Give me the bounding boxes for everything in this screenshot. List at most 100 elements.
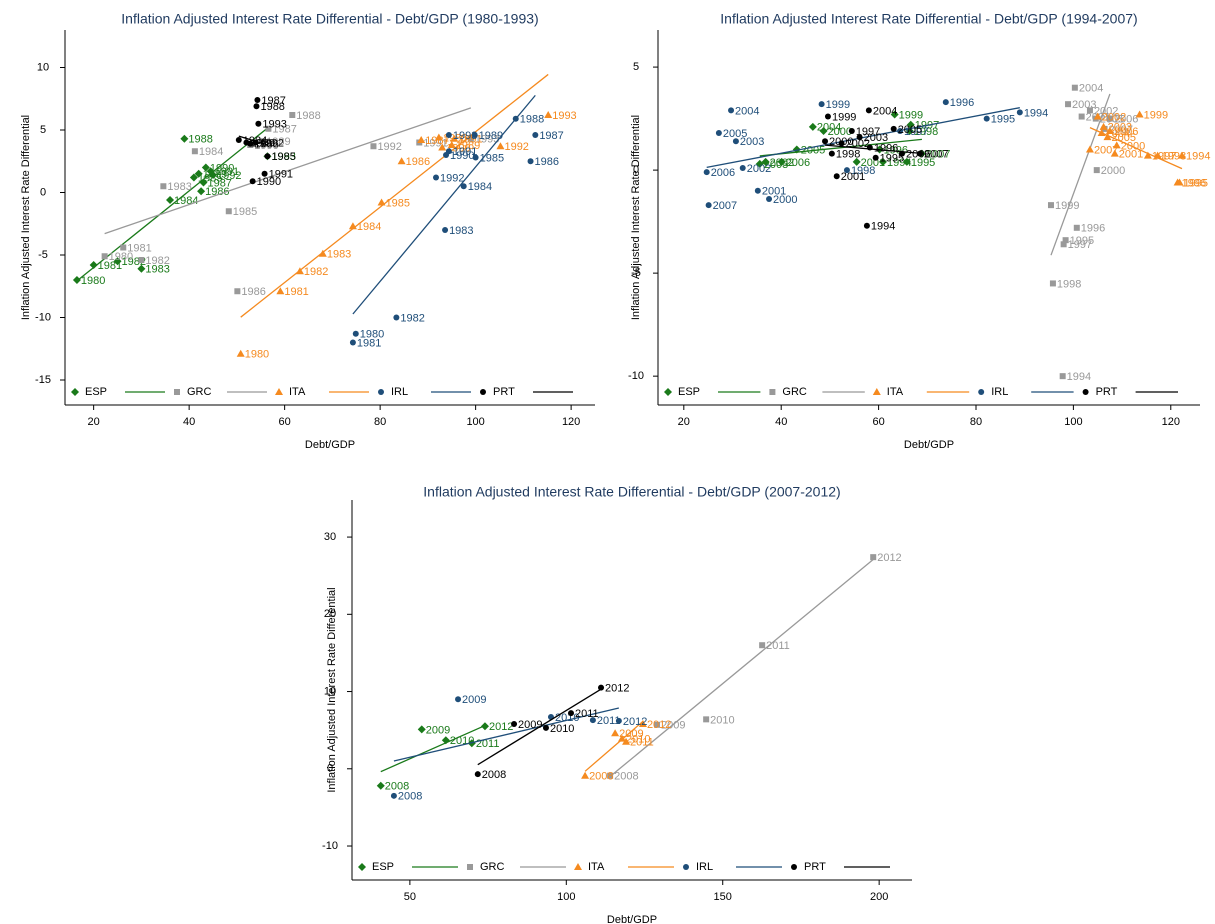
point [199, 178, 208, 187]
x-tick-label: 150 [714, 891, 732, 903]
point [872, 154, 879, 161]
point-label: 2001 [841, 171, 865, 183]
point-label: 1981 [357, 337, 381, 349]
point-label: 2000 [828, 126, 852, 138]
point [265, 125, 272, 132]
point-label: 1988 [296, 110, 320, 122]
fit-line [240, 73, 549, 318]
x-tick-label: 20 [678, 416, 690, 428]
fit-line [352, 94, 536, 315]
point-label: 1993 [453, 130, 477, 142]
point [254, 97, 261, 103]
point-label: 2008 [589, 771, 613, 783]
point-label: 1987 [261, 95, 285, 107]
point-label: 1994 [1067, 371, 1091, 383]
point-label: 2010 [626, 734, 650, 746]
point-label: 2011 [597, 715, 621, 727]
point-label: 2009 [661, 720, 685, 732]
chart-title: Inflation Adjusted Interest Rate Differe… [423, 484, 840, 500]
legend-marker [174, 389, 180, 395]
legend-label: ESP [85, 386, 107, 398]
point-label: 1996 [1182, 177, 1206, 189]
legend-label: GRC [187, 386, 212, 398]
legend-marker [683, 864, 689, 870]
point [160, 183, 167, 190]
fit-line [238, 135, 268, 146]
point [870, 554, 877, 561]
point [1060, 241, 1067, 248]
point-label: 1988 [188, 134, 212, 146]
point-label: 2008 [398, 791, 422, 803]
point [983, 115, 990, 122]
point-label: 2003 [740, 136, 764, 148]
point [828, 150, 835, 157]
point-label: 1984 [357, 221, 381, 233]
point-label: 1986 [241, 286, 265, 298]
legend-label: IRL [696, 861, 713, 873]
point [289, 112, 296, 118]
y-axis-label: Inflation Adjusted Interest Rate Differe… [630, 115, 642, 320]
point-label: 2003 [1108, 122, 1132, 134]
point [209, 171, 218, 179]
point [1097, 129, 1106, 137]
point-label: 1999 [832, 111, 856, 123]
point-label: 1998 [851, 165, 875, 177]
point [397, 157, 406, 165]
point [1153, 151, 1162, 159]
point [480, 722, 489, 731]
legend-marker [71, 388, 79, 396]
point-label: 2001 [861, 157, 885, 169]
legend-label: IRL [991, 386, 1008, 398]
point [189, 173, 198, 182]
legend-marker [872, 388, 881, 395]
point-label: 1995 [1184, 177, 1208, 189]
x-tick-label: 200 [870, 891, 888, 903]
legend-marker [275, 388, 283, 395]
point-label: 2000 [1121, 140, 1145, 152]
point [417, 725, 426, 734]
point-label: 1997 [856, 126, 880, 138]
point [905, 126, 914, 135]
chart-title: Inflation Adjusted Interest Rate Differe… [121, 11, 538, 27]
point [890, 110, 899, 119]
point [460, 183, 467, 190]
x-tick-label: 40 [775, 416, 787, 428]
point [1078, 113, 1085, 120]
point-label: 1998 [1057, 278, 1081, 290]
legend-marker [358, 863, 366, 871]
point [201, 163, 210, 172]
point [916, 150, 923, 157]
point [438, 143, 447, 151]
y-axis-label: Inflation Adjusted Interest Rate Differe… [326, 587, 338, 792]
point [754, 187, 761, 194]
point-label: 2009 [518, 719, 542, 731]
point-label: 2000 [773, 194, 797, 206]
point-label: 1981 [127, 242, 151, 254]
legend-label: PRT [1096, 386, 1118, 398]
point-label: 2007 [924, 149, 948, 161]
fit-line [609, 558, 874, 778]
point-label: 1980 [360, 329, 384, 341]
point-label: 2002 [1094, 105, 1118, 117]
point [611, 729, 620, 737]
point-label: 2009 [619, 728, 643, 740]
point-label: 1981 [284, 286, 308, 298]
point-label: 2008 [482, 769, 506, 781]
point [848, 127, 855, 134]
point-label: 1993 [262, 119, 286, 131]
x-tick-label: 120 [562, 416, 580, 428]
point-label: 1994 [871, 221, 895, 233]
point-label: 1985 [386, 197, 410, 209]
point-label: 2002 [747, 163, 771, 175]
point-label: 1999 [1144, 109, 1168, 121]
point [276, 287, 285, 295]
point-label: 2012 [647, 719, 671, 731]
point [243, 139, 250, 146]
point [898, 150, 905, 157]
point [567, 710, 574, 717]
x-tick-label: 100 [1064, 416, 1082, 428]
point-label: 1995 [880, 153, 904, 165]
point-label: 2006 [711, 167, 735, 179]
x-axis-label: Debt/GDP [904, 439, 954, 451]
